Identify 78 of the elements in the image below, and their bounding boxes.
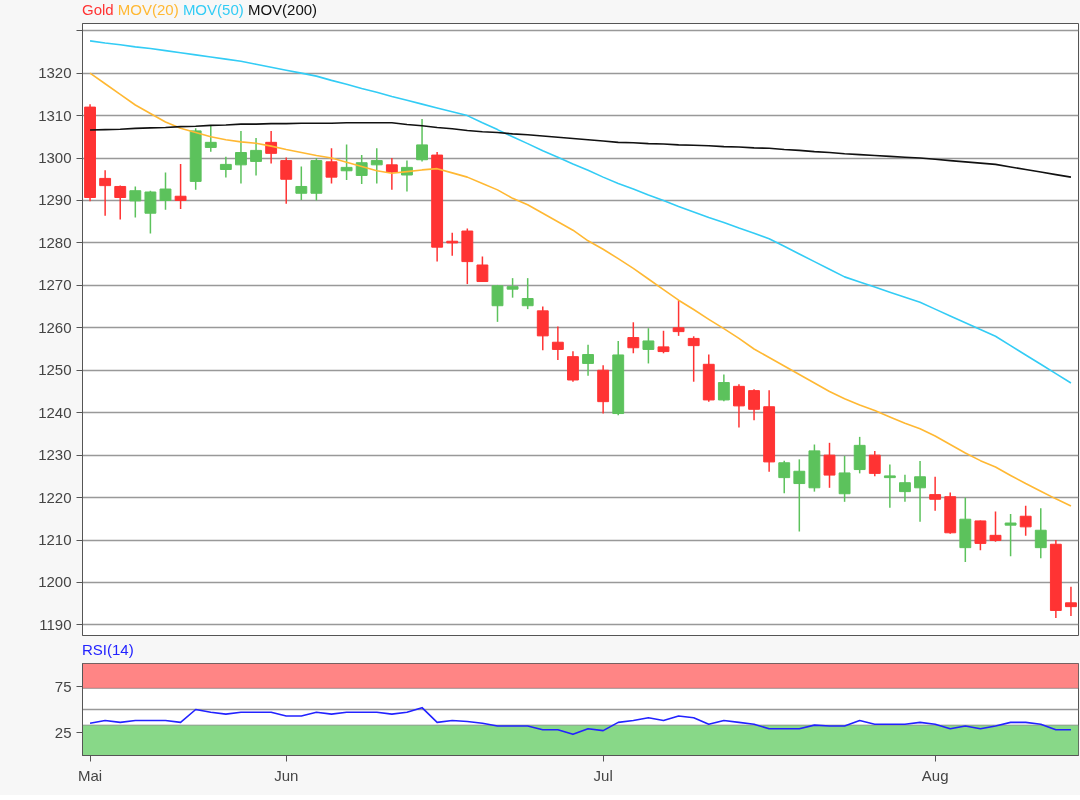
candlestick bbox=[1034, 507, 1047, 560]
candlestick bbox=[672, 299, 685, 337]
candlestick bbox=[748, 388, 760, 422]
candlestick bbox=[582, 344, 594, 377]
candlestick bbox=[883, 463, 896, 509]
candlestick bbox=[642, 327, 655, 365]
y-tick-label: 75 bbox=[54, 677, 72, 695]
candlestick bbox=[733, 383, 745, 429]
candlestick bbox=[521, 277, 534, 310]
y-tick-label: 1230 bbox=[38, 446, 72, 464]
candlestick bbox=[551, 325, 564, 361]
text: MOV(200) bbox=[247, 1, 318, 18]
candlestick bbox=[416, 118, 428, 163]
candlestick bbox=[627, 321, 640, 355]
candlestick bbox=[778, 459, 791, 495]
candlestick bbox=[989, 510, 1002, 543]
candlestick bbox=[491, 284, 504, 323]
x-tick-label: Mai bbox=[77, 766, 103, 784]
y-tick-label: 1190 bbox=[39, 615, 72, 633]
candlestick bbox=[1019, 504, 1032, 537]
candlestick bbox=[974, 519, 987, 551]
y-tick-label: 1210 bbox=[38, 531, 72, 549]
y-tick-label: 1220 bbox=[38, 488, 72, 506]
candlestick bbox=[446, 231, 459, 257]
candlestick bbox=[370, 147, 383, 185]
text: MOV(20) bbox=[117, 1, 179, 18]
candlestick bbox=[914, 460, 926, 523]
candlestick bbox=[567, 350, 579, 383]
candlestick bbox=[823, 442, 836, 489]
line-series bbox=[89, 122, 1072, 178]
line-series bbox=[89, 706, 1072, 736]
y-tick-label: 1320 bbox=[38, 64, 72, 82]
candlestick bbox=[280, 156, 293, 205]
candlestick bbox=[174, 163, 187, 210]
candlestick bbox=[159, 171, 172, 211]
candlestick bbox=[1004, 513, 1017, 557]
y-tick-label: 1300 bbox=[38, 149, 72, 167]
y-tick-label: 1310 bbox=[38, 106, 72, 124]
candlestick bbox=[476, 255, 489, 283]
candlestick bbox=[838, 455, 851, 503]
text: Gold bbox=[82, 1, 114, 18]
y-tick-label: 1290 bbox=[38, 191, 72, 209]
candlestick bbox=[295, 165, 308, 201]
x-tick-label: Aug bbox=[921, 766, 949, 784]
candlestick bbox=[250, 137, 262, 177]
candlestick bbox=[793, 458, 806, 533]
candlestick bbox=[717, 373, 730, 402]
candlestick bbox=[204, 124, 217, 153]
candlestick bbox=[929, 476, 942, 512]
y-tick-label: 1270 bbox=[38, 276, 72, 294]
candlestick bbox=[657, 330, 670, 355]
y-tick-label: 1280 bbox=[38, 233, 72, 251]
candlestick bbox=[687, 335, 700, 383]
candlestick bbox=[385, 157, 398, 191]
candlestick bbox=[325, 147, 338, 185]
y-tick-label: 1200 bbox=[38, 573, 72, 591]
candlestick bbox=[506, 277, 519, 299]
line-series bbox=[89, 72, 1072, 507]
candlestick bbox=[144, 189, 157, 235]
x-tick-label: Jul bbox=[593, 766, 613, 784]
candlestick bbox=[355, 154, 368, 185]
candlestick bbox=[114, 184, 127, 221]
candlestick bbox=[235, 130, 247, 185]
y-tick-label: 1260 bbox=[38, 318, 72, 336]
line-series bbox=[89, 40, 1072, 384]
candlestick bbox=[340, 143, 353, 181]
candlestick bbox=[99, 169, 112, 217]
candlestick bbox=[1065, 585, 1077, 617]
text: RSI(14) bbox=[82, 641, 134, 658]
candlestick bbox=[219, 156, 232, 179]
text: MOV(50) bbox=[182, 1, 244, 18]
x-tick-label: Jun bbox=[274, 766, 299, 784]
y-tick-label: 25 bbox=[54, 723, 72, 741]
candlestick bbox=[868, 450, 881, 478]
y-tick-label: 1250 bbox=[38, 361, 72, 379]
candlestick bbox=[899, 473, 911, 503]
y-tick-label: 1240 bbox=[38, 403, 72, 421]
candlestick bbox=[129, 185, 142, 219]
